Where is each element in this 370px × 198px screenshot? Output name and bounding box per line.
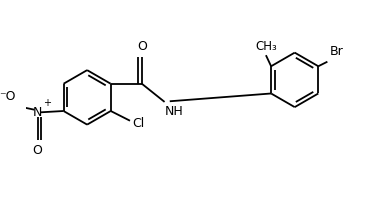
Text: NH: NH — [165, 105, 184, 118]
Text: N: N — [33, 106, 42, 119]
Text: O: O — [33, 144, 43, 157]
Text: O: O — [137, 40, 147, 53]
Text: ⁻O: ⁻O — [0, 90, 16, 103]
Text: Br: Br — [329, 45, 343, 58]
Text: Cl: Cl — [132, 117, 145, 130]
Text: CH₃: CH₃ — [255, 40, 277, 53]
Text: +: + — [43, 98, 51, 108]
